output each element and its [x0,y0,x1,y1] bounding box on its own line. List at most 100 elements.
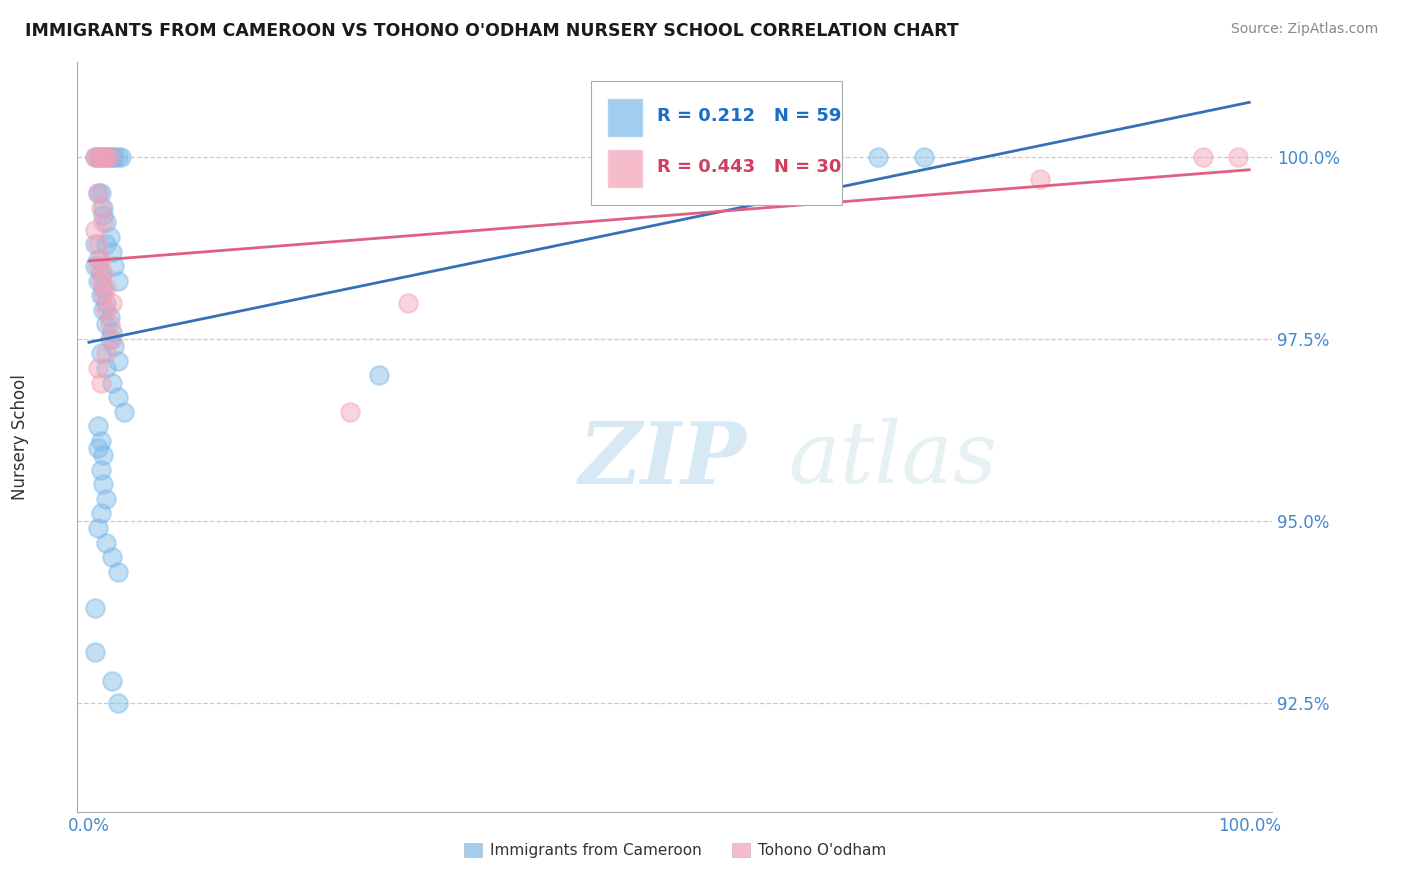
Point [96,535,118,549]
Point [96,346,118,360]
Point [90,288,112,302]
Point [101,332,124,346]
Point [101,673,124,688]
Point [90,267,112,281]
Point [101,376,124,390]
Point [98,230,121,244]
Point [91,477,114,491]
Text: R = 0.443   N = 30: R = 0.443 N = 30 [657,158,841,176]
Point [101,325,124,339]
Point [101,244,124,259]
Point [866,150,889,164]
Point [83,150,105,164]
Text: Source: ZipAtlas.com: Source: ZipAtlas.com [1230,22,1378,37]
FancyBboxPatch shape [592,81,842,205]
Point [90,150,112,164]
Point [91,201,114,215]
Point [96,302,118,317]
Point [96,295,118,310]
Point [91,267,114,281]
Point [87,150,110,164]
Point [87,441,110,455]
Point [103,259,125,273]
Point [91,288,114,302]
Point [96,318,118,332]
Point [91,208,114,222]
Point [90,346,112,360]
Point [101,550,124,565]
Point [634,164,657,178]
Point [912,150,935,164]
Point [87,419,110,434]
Point [83,150,105,164]
Point [107,696,129,710]
Point [87,237,110,252]
Point [90,507,112,521]
Point [90,274,112,288]
Point [83,259,105,273]
Point [90,252,112,266]
Point [83,223,105,237]
Point [87,259,110,273]
Point [90,201,112,215]
Point [1191,150,1213,164]
Point [83,645,105,659]
Point [96,237,118,252]
Legend: Immigrants from Cameroon, Tohono O'odham: Immigrants from Cameroon, Tohono O'odham [457,837,893,864]
Point [91,281,114,295]
Point [96,150,118,164]
Text: Nursery School: Nursery School [11,374,30,500]
Point [87,361,110,376]
Point [98,310,121,324]
Point [1226,150,1249,164]
Point [339,404,361,418]
Point [103,150,125,164]
Point [107,274,129,288]
Point [91,448,114,462]
Point [87,521,110,535]
Point [87,186,110,201]
Point [396,295,419,310]
Point [96,361,118,376]
Text: ZIP: ZIP [579,417,747,501]
Point [96,491,118,506]
Point [107,565,129,579]
Point [91,215,114,229]
Bar [607,149,643,187]
Point [91,150,114,164]
Point [98,150,121,164]
Point [87,150,110,164]
Bar [607,98,643,137]
Point [90,434,112,448]
Text: atlas: atlas [789,418,997,501]
Point [101,295,124,310]
Point [98,318,121,332]
Point [87,274,110,288]
Point [101,150,124,164]
Text: IMMIGRANTS FROM CAMEROON VS TOHONO O'ODHAM NURSERY SCHOOL CORRELATION CHART: IMMIGRANTS FROM CAMEROON VS TOHONO O'ODH… [25,22,959,40]
Point [98,150,121,164]
Point [90,150,112,164]
Point [90,463,112,477]
Point [83,601,105,615]
Point [98,332,121,346]
Point [91,302,114,317]
Point [96,150,118,164]
Point [107,390,129,404]
Point [83,237,105,252]
Point [96,281,118,295]
Point [91,150,114,164]
Point [90,186,112,201]
Text: R = 0.212   N = 59: R = 0.212 N = 59 [657,107,841,126]
Point [112,404,135,418]
Point [96,215,118,229]
Point [103,339,125,353]
Point [90,376,112,390]
Point [110,150,132,164]
Point [87,252,110,266]
Point [87,186,110,201]
Point [368,368,391,383]
Point [1029,171,1052,186]
Point [107,353,129,368]
Point [107,150,129,164]
